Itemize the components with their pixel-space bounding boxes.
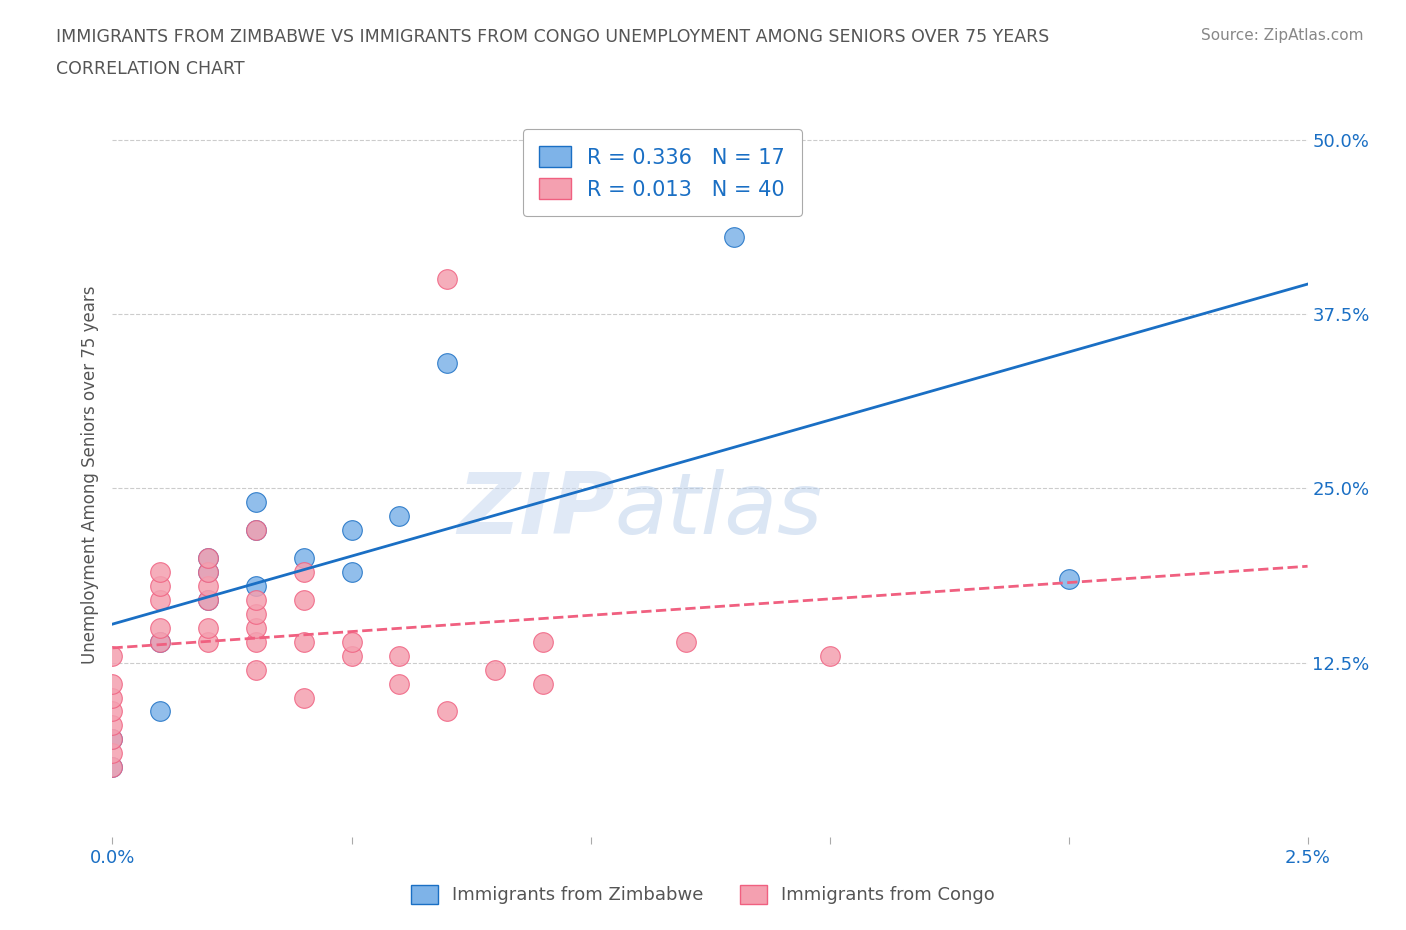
Text: ZIP: ZIP xyxy=(457,469,614,552)
Point xyxy=(101,732,124,747)
Legend: R = 0.336   N = 17, R = 0.013   N = 40: R = 0.336 N = 17, R = 0.013 N = 40 xyxy=(523,129,801,217)
Point xyxy=(436,272,458,286)
Point xyxy=(149,565,172,579)
Point xyxy=(197,551,219,565)
Point xyxy=(197,565,219,579)
Point xyxy=(245,578,267,593)
Point xyxy=(101,648,124,663)
Point xyxy=(436,704,458,719)
Text: CORRELATION CHART: CORRELATION CHART xyxy=(56,60,245,78)
Point xyxy=(197,565,219,579)
Point xyxy=(340,523,363,538)
Point xyxy=(149,578,172,593)
Text: atlas: atlas xyxy=(614,469,823,552)
Point xyxy=(675,634,697,649)
Point xyxy=(245,523,267,538)
Point xyxy=(245,662,267,677)
Point xyxy=(101,690,124,705)
Y-axis label: Unemployment Among Seniors over 75 years: Unemployment Among Seniors over 75 years xyxy=(80,286,98,663)
Point xyxy=(531,676,554,691)
Point xyxy=(340,648,363,663)
Point xyxy=(101,676,124,691)
Point xyxy=(245,620,267,635)
Point xyxy=(292,592,315,607)
Point xyxy=(149,634,172,649)
Point xyxy=(101,732,124,747)
Point xyxy=(388,676,411,691)
Point xyxy=(245,495,267,510)
Point xyxy=(197,592,219,607)
Point xyxy=(149,592,172,607)
Point xyxy=(149,620,172,635)
Point xyxy=(818,648,841,663)
Point xyxy=(101,760,124,775)
Legend: Immigrants from Zimbabwe, Immigrants from Congo: Immigrants from Zimbabwe, Immigrants fro… xyxy=(404,878,1002,911)
Point xyxy=(101,760,124,775)
Point xyxy=(101,746,124,761)
Point xyxy=(388,648,411,663)
Text: IMMIGRANTS FROM ZIMBABWE VS IMMIGRANTS FROM CONGO UNEMPLOYMENT AMONG SENIORS OVE: IMMIGRANTS FROM ZIMBABWE VS IMMIGRANTS F… xyxy=(56,28,1049,46)
Point xyxy=(197,578,219,593)
Point xyxy=(292,565,315,579)
Point xyxy=(723,230,745,245)
Point xyxy=(531,634,554,649)
Point xyxy=(292,551,315,565)
Point xyxy=(292,690,315,705)
Point xyxy=(245,592,267,607)
Point xyxy=(245,523,267,538)
Point xyxy=(340,565,363,579)
Point xyxy=(101,704,124,719)
Point xyxy=(149,704,172,719)
Point xyxy=(1057,571,1080,587)
Point xyxy=(197,620,219,635)
Point xyxy=(197,634,219,649)
Point xyxy=(197,551,219,565)
Point xyxy=(245,606,267,621)
Point xyxy=(484,662,506,677)
Point xyxy=(436,355,458,370)
Point xyxy=(340,634,363,649)
Point xyxy=(388,509,411,524)
Point xyxy=(149,634,172,649)
Point xyxy=(245,634,267,649)
Point xyxy=(197,592,219,607)
Point xyxy=(292,634,315,649)
Point xyxy=(101,718,124,733)
Text: Source: ZipAtlas.com: Source: ZipAtlas.com xyxy=(1201,28,1364,43)
